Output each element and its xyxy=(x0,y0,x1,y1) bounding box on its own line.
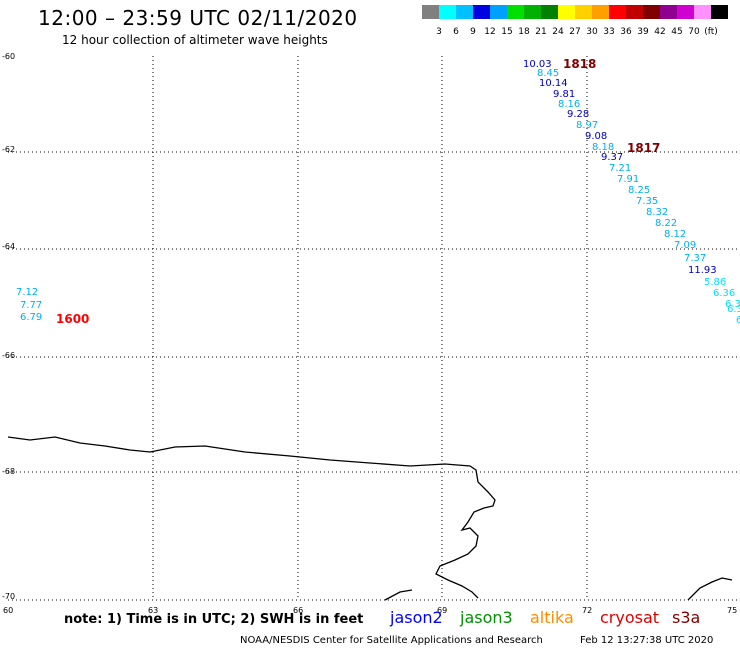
legend-swatch xyxy=(507,5,524,19)
longitude-label: 60 xyxy=(3,606,14,615)
longitude-label: 66 xyxy=(293,606,304,615)
wave-height-value: 6.36 xyxy=(713,288,736,299)
wave-height-value: 10.14 xyxy=(539,78,568,89)
wave-height-value: 8.16 xyxy=(558,99,581,110)
legend-label: 45 xyxy=(671,27,683,37)
satellite-s3a: s3a xyxy=(672,608,701,627)
wave-height-value: 8.97 xyxy=(576,120,599,131)
legend-swatch xyxy=(439,5,456,19)
wave-height-value: 8.32 xyxy=(646,207,669,218)
legend-swatch xyxy=(473,5,490,19)
legend-label: 9 xyxy=(470,27,476,37)
credit-text: NOAA/NESDIS Center for Satellite Applica… xyxy=(240,635,543,646)
wave-height-value: 9.08 xyxy=(585,131,608,142)
wave-height-value: 7.91 xyxy=(617,174,640,185)
legend-swatch xyxy=(609,5,626,19)
generated-timestamp: Feb 12 13:27:38 UTC 2020 xyxy=(580,635,714,646)
wave-height-value: 11.93 xyxy=(688,265,717,276)
wave-height-value: 7.35 xyxy=(636,196,659,207)
satellite-cryosat: cryosat xyxy=(600,608,660,627)
legend-swatch xyxy=(558,5,575,19)
wave-height-value: 6.3 xyxy=(727,304,740,315)
wave-height-value: 8.22 xyxy=(655,218,678,229)
legend-label: 3 xyxy=(436,27,442,37)
wave-height-value: 7.37 xyxy=(684,253,707,264)
wave-height-value: 7.21 xyxy=(609,163,632,174)
legend-label: 42 xyxy=(654,27,666,37)
legend-label: 24 xyxy=(552,27,564,37)
longitude-label: 69 xyxy=(437,606,448,615)
wave-height-legend: 3 6 9 12 15 18 21 24 27 30 33 36 39 42 45 70 (ft) xyxy=(422,5,728,37)
wave-height-value: 7.09 xyxy=(674,240,697,251)
wave-height-value: 8.12 xyxy=(664,229,687,240)
legend-label: 12 xyxy=(484,27,496,37)
latitude-label: -60 xyxy=(2,52,16,61)
legend-label: 36 xyxy=(620,27,632,37)
legend-swatch xyxy=(524,5,541,19)
wave-height-value: 6.3 xyxy=(725,299,740,310)
legend-swatch xyxy=(711,5,728,19)
pass-time-label: 1600 xyxy=(56,312,90,326)
wave-height-value: 10.03 xyxy=(523,59,552,70)
longitude-label: 63 xyxy=(148,606,159,615)
legend-label: 6 xyxy=(453,27,459,37)
latitude-label: -64 xyxy=(2,242,16,251)
wave-height-value: 6.79 xyxy=(20,312,43,323)
legend-swatch xyxy=(694,5,711,19)
legend-label: 18 xyxy=(518,27,530,37)
legend-label: 30 xyxy=(586,27,598,37)
latitude-label: -62 xyxy=(2,145,16,154)
wave-height-value: 5.86 xyxy=(704,277,727,288)
pass-time-label: 1818 xyxy=(563,57,597,71)
legend-label: 39 xyxy=(637,27,649,37)
legend-swatch xyxy=(456,5,473,19)
wave-height-value: 8.18 xyxy=(592,142,615,153)
graticule xyxy=(8,56,740,601)
coastline xyxy=(7,436,496,599)
wave-height-value: 9.37 xyxy=(601,152,624,163)
pass-time-label: 1817 xyxy=(627,141,661,155)
legend-swatch xyxy=(592,5,609,19)
longitude-label: 75 xyxy=(727,606,738,615)
legend-label: 70 xyxy=(688,27,700,37)
map-title: 12:00 – 23:59 UTC 02/11/2020 xyxy=(38,6,358,30)
legend-swatch xyxy=(677,5,694,19)
longitude-label: 72 xyxy=(582,606,593,615)
legend-label: 33 xyxy=(603,27,615,37)
legend-label: (ft) xyxy=(704,27,718,37)
latitude-label: -68 xyxy=(2,467,16,476)
footer-note: note: 1) Time is in UTC; 2) SWH is in fe… xyxy=(64,612,364,627)
satellite-jason2: jason2 xyxy=(390,608,443,627)
wave-height-value: 8.25 xyxy=(628,185,651,196)
wave-height-value: 7.12 xyxy=(16,287,39,298)
legend-swatch xyxy=(660,5,677,19)
wave-height-value: 7.77 xyxy=(20,300,43,311)
wave-height-value: 6 xyxy=(736,315,740,326)
wave-height-value: 8.45 xyxy=(537,68,560,79)
map-subtitle: 12 hour collection of altimeter wave hei… xyxy=(62,33,328,47)
legend-label: 15 xyxy=(501,27,513,37)
legend-label: 21 xyxy=(535,27,547,37)
coastline-east xyxy=(687,577,733,601)
legend-swatch xyxy=(541,5,558,19)
wave-height-value: 9.81 xyxy=(553,89,576,100)
satellite-altika: altika xyxy=(530,608,574,627)
legend-swatch xyxy=(490,5,507,19)
legend-label: 27 xyxy=(569,27,581,37)
wave-height-value: 9.28 xyxy=(567,109,590,120)
satellite-jason3: jason3 xyxy=(460,608,513,627)
latitude-label: -66 xyxy=(2,351,16,360)
coastline-south xyxy=(384,589,413,601)
legend-swatch xyxy=(643,5,660,19)
latitude-label: -70 xyxy=(2,592,16,601)
legend-swatch xyxy=(422,5,439,19)
legend-swatch xyxy=(626,5,643,19)
legend-swatch xyxy=(575,5,592,19)
